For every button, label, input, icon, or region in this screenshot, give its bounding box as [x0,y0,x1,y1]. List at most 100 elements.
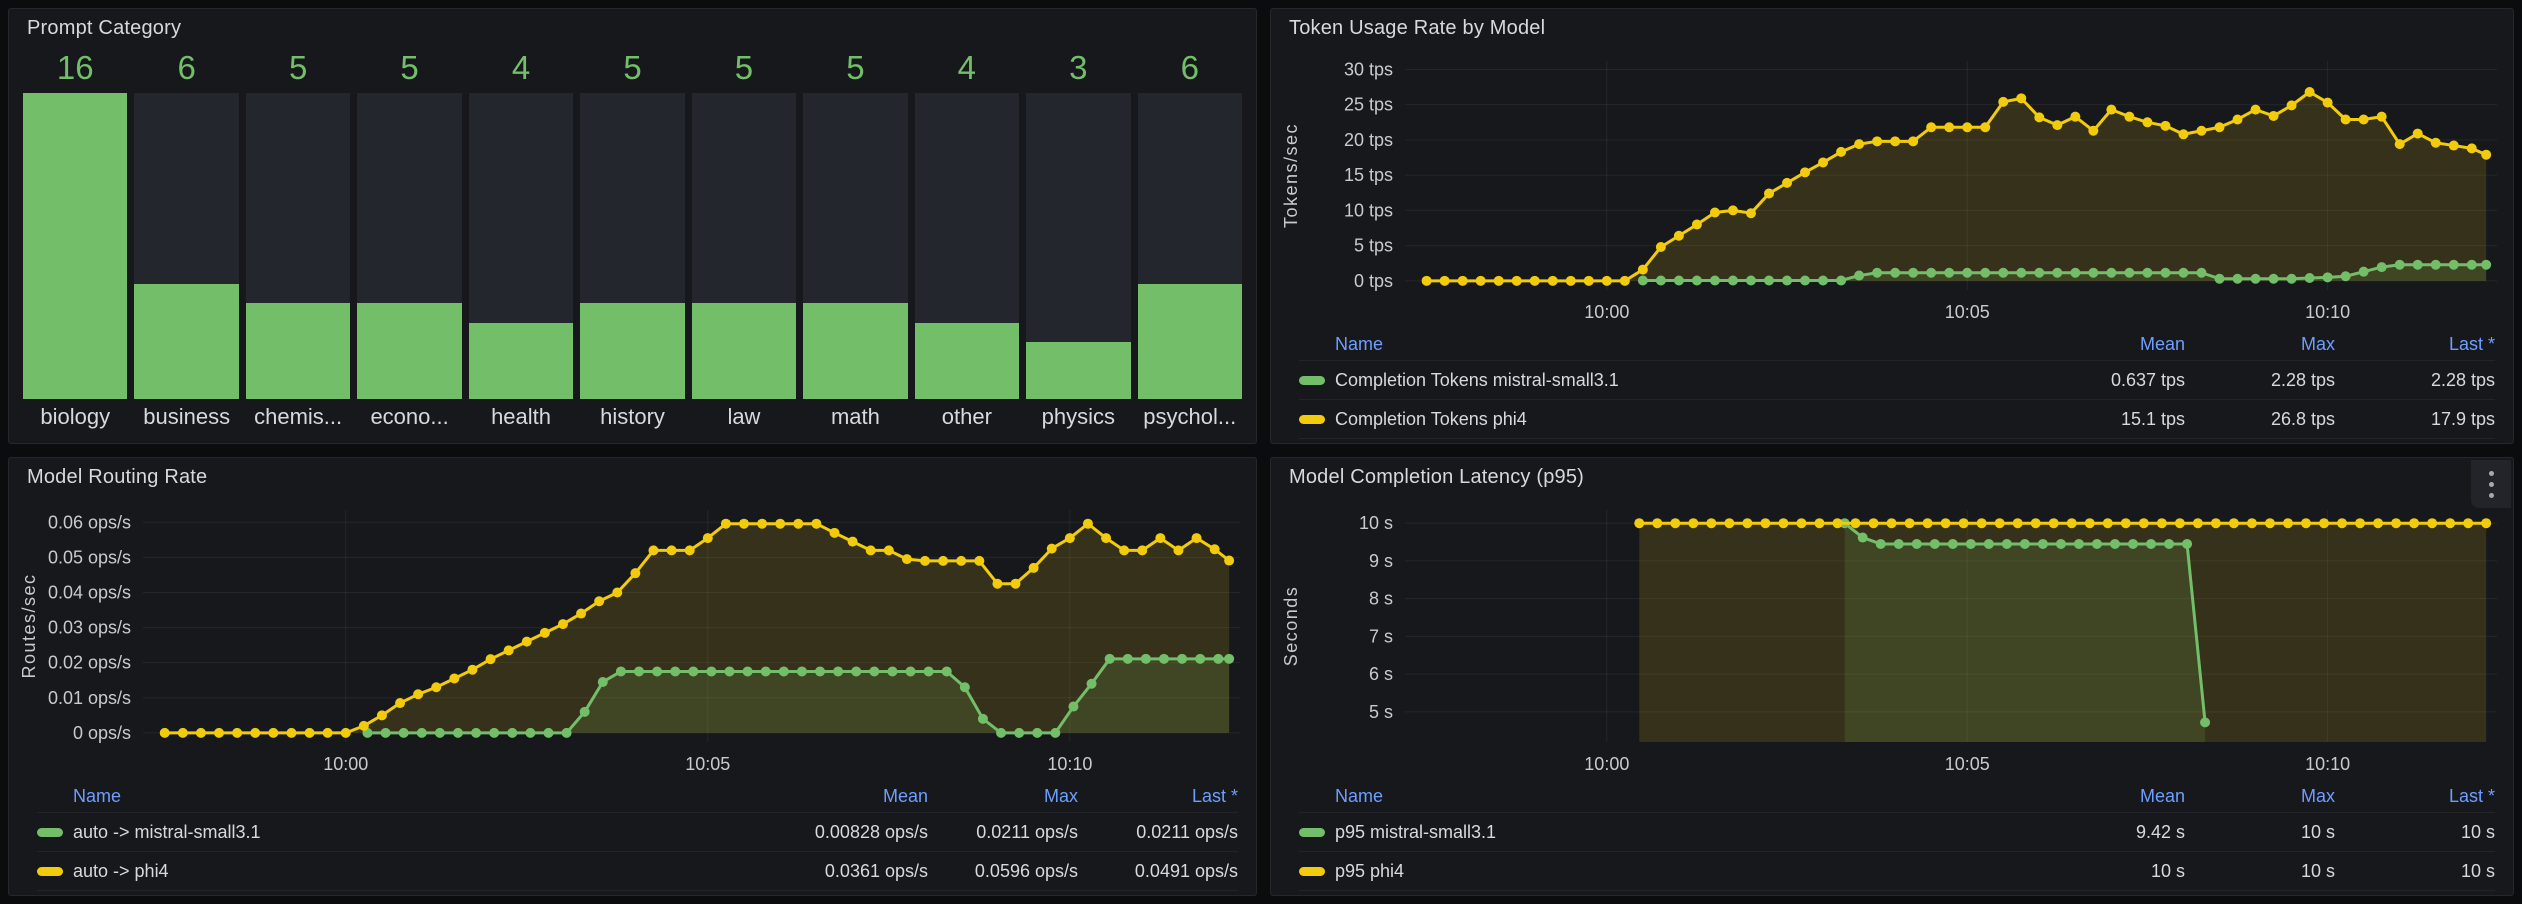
series-name[interactable]: Completion Tokens mistral-small3.1 [1335,369,1619,390]
bar-category-label: chemis... [254,404,343,429]
bar-category-label: health [491,404,552,429]
legend-routing-rate: Name Mean Max Last * auto -> mistral-sma… [9,780,1256,895]
bar-fill [468,322,574,399]
series-name[interactable]: Completion Tokens phi4 [1335,408,1527,429]
bar-track [1026,93,1131,399]
bar-value-label: 5 [734,49,754,86]
series-name[interactable]: p95 mistral-small3.1 [1335,821,1497,842]
bar-column: 6 psychol... [1137,47,1242,435]
bar-value-label: 5 [288,49,308,86]
bar-value-label: 4 [957,49,977,86]
legend-max-value: 10 s [2300,860,2335,881]
bar-column: 5 math [803,47,908,435]
bar-category-label: psychol... [1143,404,1237,429]
legend-row: p95 phi4 10 s 10 s 10 s [1299,852,2495,891]
bar-fill [357,303,462,399]
series-color-swatch[interactable] [1299,866,1325,876]
bar-track [1137,93,1242,399]
legend-header-last[interactable]: Last * [1191,785,1238,806]
bar-column: 4 health [468,47,574,435]
bar-column: 5 chemis... [245,47,351,435]
bar-fill [1137,284,1242,399]
x-tick-label: 10:00 [1584,302,1629,322]
bar-category-label: law [727,404,761,429]
series-color-swatch[interactable] [37,866,63,876]
routing-rate-chart[interactable]: Routes/sec 0 ops/s 0.01 ops/s 0.02 ops/s 0.0… [9,496,1256,780]
series-name[interactable]: p95 phi4 [1335,860,1405,881]
y-tick-label: 20 tps [1344,130,1393,150]
series-color-swatch[interactable] [1299,414,1325,424]
legend-header-mean[interactable]: Mean [2139,785,2185,806]
legend-header-name[interactable]: Name [73,785,122,806]
legend-header-mean[interactable]: Mean [882,785,928,806]
legend-header-max[interactable]: Max [1043,785,1078,806]
token-usage-chart[interactable]: Tokens/sec 0 tps 5 tps 10 tps 15 tps 20 tps 25… [1271,47,2513,328]
panel-title: Model Routing Rate [27,465,208,488]
x-tick-label: 10:00 [1584,754,1629,774]
legend-mean-value: 10 s [2150,860,2185,881]
x-tick-label: 10:00 [323,754,368,774]
prompt-category-bar-gauge: 16 biology 6 business 5 chemis... 5 econo... 4 he… [9,47,1256,443]
bar-fill [580,303,685,399]
legend-header-max[interactable]: Max [2300,333,2335,354]
bar-fill [914,322,1020,399]
bar-category-label: math [830,404,880,429]
series-color-swatch[interactable] [37,827,63,837]
panel-menu-kebab-icon[interactable] [2471,460,2511,508]
series-color-swatch[interactable] [1299,827,1325,837]
latency-chart[interactable]: Seconds 5 s 6 s 7 s 8 s 9 s 10 s 10:00 10:05 10:1… [1271,496,2513,780]
bar-track [914,93,1020,399]
legend-latency: Name Mean Max Last * p95 mistral-small3.… [1271,780,2513,895]
legend-header-name[interactable]: Name [1335,785,1384,806]
panel-latency: Model Completion Latency (p95) Seconds 5 … [1270,457,2514,896]
bar-column: 5 history [580,47,685,435]
panel-header[interactable]: Prompt Category [9,9,1256,47]
y-tick-label: 8 s [1369,589,1393,609]
bar-column: 16 biology [23,47,128,435]
series-color-swatch[interactable] [1299,375,1325,385]
panel-title: Token Usage Rate by Model [1289,16,1546,39]
panel-routing-rate: Model Routing Rate Routes/sec 0 ops/s 0.01… [8,457,1257,896]
bar-track [23,93,128,399]
legend-row: p95 mistral-small3.1 9.42 s 10 s 10 s [1299,813,2495,852]
panel-header[interactable]: Model Completion Latency (p95) [1271,458,2513,496]
legend-header-last[interactable]: Last * [2448,333,2495,354]
panel-title: Prompt Category [27,16,182,39]
y-tick-label: 10 s [1359,513,1393,533]
legend-mean-value: 0.00828 ops/s [814,821,928,842]
bar-track [134,93,239,399]
x-tick-label: 10:10 [2305,302,2350,322]
bar-value-label: 4 [511,49,531,86]
y-tick-label: 5 tps [1354,236,1393,256]
legend-row: Completion Tokens phi4 15.1 tps 26.8 tps… [1299,400,2495,439]
legend-max-value: 10 s [2300,821,2335,842]
bar-track [245,93,351,399]
panel-prompt-category: Prompt Category 16 biology 6 business 5 chemi… [8,8,1257,444]
legend-header-mean[interactable]: Mean [2139,333,2185,354]
panel-header[interactable]: Model Routing Rate [9,458,1256,496]
x-tick-label: 10:05 [685,754,730,774]
bar-value-label: 5 [623,49,642,86]
bar-track [357,93,462,399]
x-tick-label: 10:10 [1047,754,1092,774]
legend-max-value: 2.28 tps [2270,369,2335,390]
bar-track [691,93,797,399]
legend-last-value: 10 s [2460,821,2495,842]
bar-track [580,93,685,399]
bar-value-label: 16 [56,49,94,86]
legend-header-row: Name Mean Max Last * [1299,780,2495,813]
legend-header-last[interactable]: Last * [2448,785,2495,806]
legend-header-max[interactable]: Max [2300,785,2335,806]
y-tick-label: 0 tps [1354,271,1393,291]
y-tick-label: 30 tps [1344,59,1393,79]
y-axis-label: Seconds [1281,586,1301,667]
bar-category-label: biology [40,404,111,429]
bar-value-label: 5 [846,49,865,86]
series-name[interactable]: auto -> phi4 [73,860,169,881]
bar-fill [134,284,239,399]
legend-header-name[interactable]: Name [1335,333,1384,354]
series-name[interactable]: auto -> mistral-small3.1 [73,821,261,842]
bar-column: 4 other [914,47,1020,435]
y-tick-label: 15 tps [1344,165,1393,185]
panel-header[interactable]: Token Usage Rate by Model [1271,9,2513,47]
